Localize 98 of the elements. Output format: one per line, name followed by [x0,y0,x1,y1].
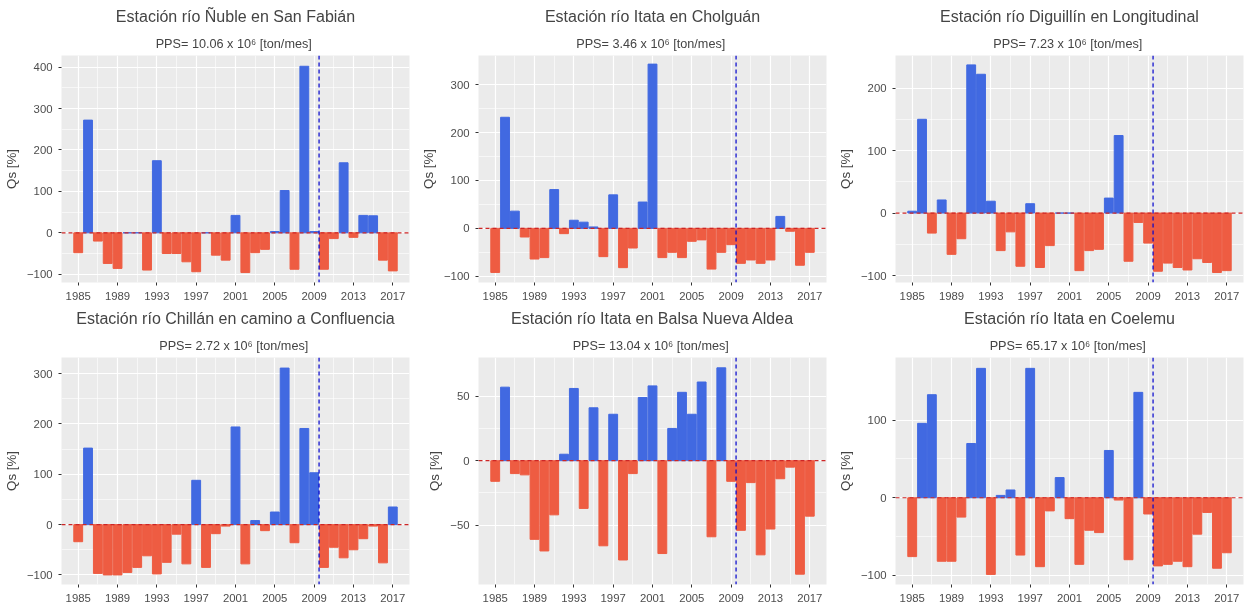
x-tick-label: 1989 [521,289,548,302]
x-tick-label: 1985 [65,591,91,604]
x-tick-label: 1997 [600,591,626,604]
x-tick-label: 2017 [797,591,823,604]
chart-title: Estación río Diguillín en Longitudinal [940,7,1199,25]
y-tick-label: 100 [450,174,470,187]
y-tick-label: 0 [880,491,887,504]
chart-subtitle: PPS= 13.04 x 10⁶ [ton/mes] [572,338,729,353]
y-tick-label: 300 [33,102,53,115]
chart-subtitle: PPS= 2.72 x 10⁶ [ton/mes] [159,338,309,353]
x-tick-label: 1993 [561,289,587,302]
y-axis-title: Qs [%] [3,451,19,491]
x-tick-label: 2001 [222,591,249,604]
x-tick-label: 2001 [1056,289,1083,302]
chart-title: Estación río Itata en Balsa Nueva Aldea [511,309,794,327]
x-tick-label: 1997 [1017,591,1043,604]
x-tick-label: 1993 [978,591,1004,604]
x-tick-label: 1985 [65,289,91,302]
y-tick-label: 200 [33,143,53,156]
y-tick-label: 300 [450,78,470,91]
x-tick-label: 2005 [1096,591,1122,604]
x-tick-label: 1985 [482,289,508,302]
x-tick-label: 2001 [639,591,666,604]
x-tick-label: 1993 [561,591,587,604]
chart-title: Estación río Itata en Cholguán [544,7,761,25]
x-tick-label: 2009 [1135,591,1161,604]
y-tick-label: 100 [867,144,887,157]
y-axis-title: Qs [%] [3,149,19,189]
x-tick-label: 2017 [1214,289,1240,302]
x-tick-label: 2009 [301,591,327,604]
y-tick-label: −50 [450,519,470,532]
x-tick-label: 2005 [262,289,288,302]
x-tick-label: 2009 [718,591,744,604]
x-tick-label: 2013 [1174,591,1201,604]
y-tick-label: 100 [867,414,887,427]
x-tick-label: 2009 [1135,289,1161,302]
x-tick-label: 2013 [1174,289,1201,302]
x-tick-label: 2013 [757,289,784,302]
x-tick-label: 2005 [262,591,288,604]
x-tick-label: 1989 [938,591,965,604]
y-tick-label: 400 [33,61,53,74]
x-tick-label: 2013 [340,289,367,302]
y-tick-label: 200 [33,417,53,430]
x-tick-label: 1989 [521,591,548,604]
y-tick-label: 100 [33,468,53,481]
x-tick-label: 2005 [1096,289,1122,302]
y-tick-label: 0 [46,518,53,531]
chart-title: Estación río Ñuble en San Fabián [115,5,356,25]
y-tick-label: −100 [26,568,53,581]
y-tick-label: 50 [456,390,470,403]
x-tick-label: 1989 [104,289,131,302]
chart-subtitle: PPS= 10.06 x 10⁶ [ton/mes] [155,36,312,51]
chart-title: Estación río Chillán en camino a Confluencia [76,309,395,327]
x-tick-label: 1997 [1017,289,1043,302]
x-tick-label: 2013 [340,591,367,604]
x-tick-label: 2013 [757,591,784,604]
chart-subtitle: PPS= 7.23 x 10⁶ [ton/mes] [993,36,1143,51]
x-tick-label: 2017 [1214,591,1240,604]
x-tick-label: 2017 [380,591,406,604]
y-tick-label: −100 [860,269,887,282]
y-tick-label: 0 [880,207,887,220]
x-tick-label: 1985 [482,591,508,604]
y-tick-label: 200 [867,82,887,95]
x-tick-label: 2009 [301,289,327,302]
y-tick-label: −100 [26,268,53,281]
x-tick-label: 1993 [144,591,170,604]
x-tick-label: 2017 [380,289,406,302]
x-tick-label: 2005 [679,591,705,604]
x-tick-label: 1985 [899,289,925,302]
chart-subtitle: PPS= 65.17 x 10⁶ [ton/mes] [989,338,1146,353]
x-tick-label: 2005 [679,289,705,302]
chart-title: Estación río Itata en Coelemu [964,309,1175,327]
x-tick-label: 1993 [978,289,1004,302]
x-tick-label: 1997 [600,289,626,302]
x-tick-label: 1989 [938,289,965,302]
x-tick-label: 2001 [639,289,666,302]
chart-subtitle: PPS= 3.46 x 10⁶ [ton/mes] [576,36,726,51]
y-tick-label: 100 [33,185,53,198]
x-tick-label: 2001 [1056,591,1083,604]
x-tick-label: 1997 [183,591,209,604]
y-axis-title: Qs [%] [837,149,853,189]
x-tick-label: 2017 [797,289,823,302]
y-axis-title: Qs [%] [837,451,853,491]
y-tick-label: −100 [860,569,887,582]
x-tick-label: 2009 [718,289,744,302]
x-tick-label: 1985 [899,591,925,604]
y-tick-label: 0 [463,222,470,235]
x-tick-label: 2001 [222,289,249,302]
y-tick-label: 0 [463,454,470,467]
x-tick-label: 1997 [183,289,209,302]
y-axis-title: Qs [%] [420,149,436,189]
x-tick-label: 1989 [104,591,131,604]
y-tick-label: 200 [450,126,470,139]
y-tick-label: 300 [33,367,53,380]
y-tick-label: 0 [46,226,53,239]
x-tick-label: 1993 [144,289,170,302]
y-tick-label: −100 [443,270,470,283]
y-axis-title: Qs [%] [427,451,443,491]
